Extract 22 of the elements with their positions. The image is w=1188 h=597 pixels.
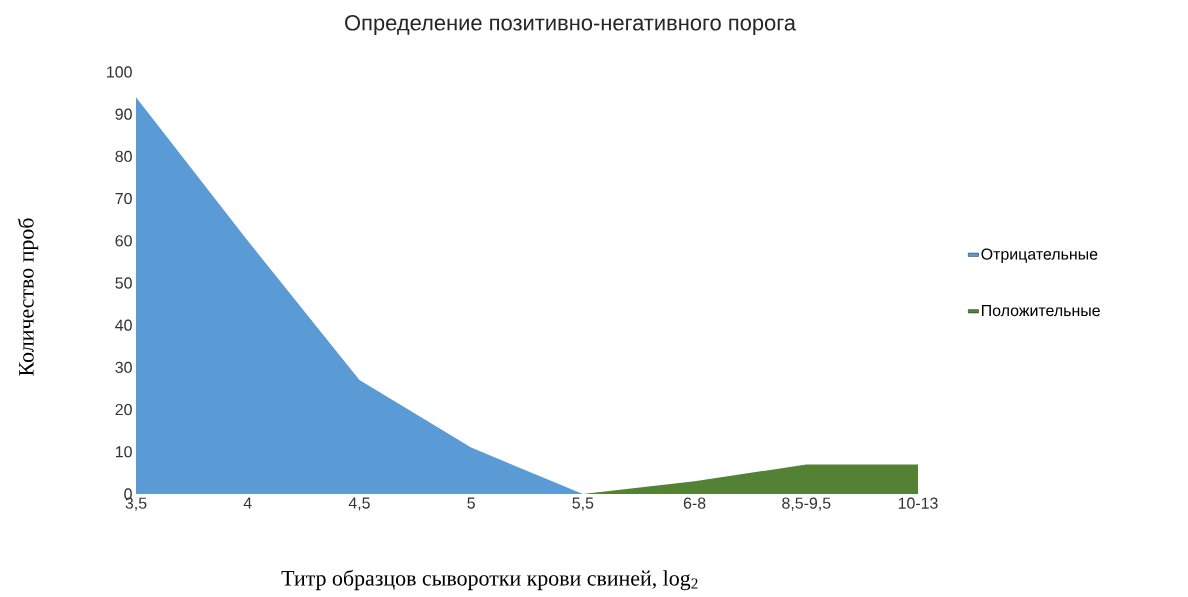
chart-title: Определение позитивно-негативного порога	[345, 15, 796, 35]
x-tick-label: 5	[467, 497, 475, 509]
y-tick-label: 100	[107, 66, 132, 78]
y-tick-label: 20	[115, 403, 132, 416]
legend-label: Положительные	[982, 305, 1100, 317]
y-tick-label: 30	[115, 361, 132, 374]
x-tick-label: 4,5	[348, 497, 370, 511]
x-tick-label: 10-13	[898, 497, 938, 509]
y-tick-label: 80	[115, 150, 132, 163]
x-tick-label: 4	[243, 497, 252, 509]
x-axis-title: Титр образцов сыворотки крови свиней, log$_{2}$	[281, 569, 698, 591]
y-tick-label: 60	[115, 235, 132, 247]
y-axis-title: Количество проб	[17, 218, 39, 376]
legend-label: Отрицательные	[981, 248, 1098, 263]
y-tick-label: 10	[115, 446, 132, 458]
y-tick-label: 90	[115, 108, 132, 120]
x-tick-label: 8,5-9,5	[782, 497, 831, 511]
x-tick-label: 5,5	[572, 497, 594, 511]
y-tick-label: 40	[115, 319, 132, 331]
y-tick-label: 70	[115, 192, 132, 205]
y-tick-label: 50	[115, 277, 132, 289]
x-tick-label: 6-8	[683, 497, 706, 509]
